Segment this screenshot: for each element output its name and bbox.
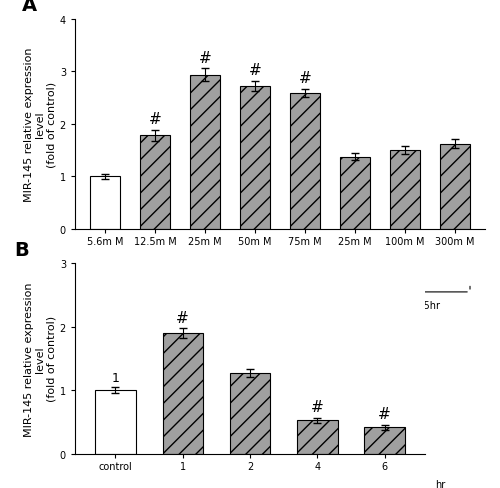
Bar: [230, 373, 270, 454]
Text: hr: hr: [436, 479, 446, 488]
Bar: [440, 144, 470, 229]
Text: #: #: [248, 63, 262, 78]
Bar: [190, 76, 220, 229]
Text: #: #: [198, 51, 211, 66]
Bar: [95, 390, 136, 454]
Bar: [90, 177, 120, 229]
Text: #: #: [298, 71, 312, 86]
Bar: [297, 420, 338, 454]
Bar: [162, 333, 203, 454]
Text: A: A: [22, 0, 37, 15]
Text: #: #: [176, 310, 189, 325]
Bar: [340, 158, 370, 229]
Text: #: #: [378, 407, 391, 422]
Text: Mannitol,0.5hr: Mannitol,0.5hr: [370, 301, 440, 311]
Text: #: #: [311, 400, 324, 414]
Bar: [140, 136, 170, 229]
Bar: [364, 427, 405, 454]
Bar: [240, 87, 270, 229]
Bar: [290, 94, 320, 229]
Y-axis label: MIR-145 relative expression
level
(fold of control): MIR-145 relative expression level (fold …: [24, 282, 57, 436]
Text: B: B: [14, 241, 28, 260]
Text: 1: 1: [112, 371, 120, 384]
Text: #: #: [148, 112, 162, 127]
Bar: [390, 151, 420, 229]
Y-axis label: MIR-145 relative expression
level
(fold of control): MIR-145 relative expression level (fold …: [24, 47, 57, 202]
Text: Glucose concentration,0.5hr: Glucose concentration,0.5hr: [136, 301, 274, 311]
